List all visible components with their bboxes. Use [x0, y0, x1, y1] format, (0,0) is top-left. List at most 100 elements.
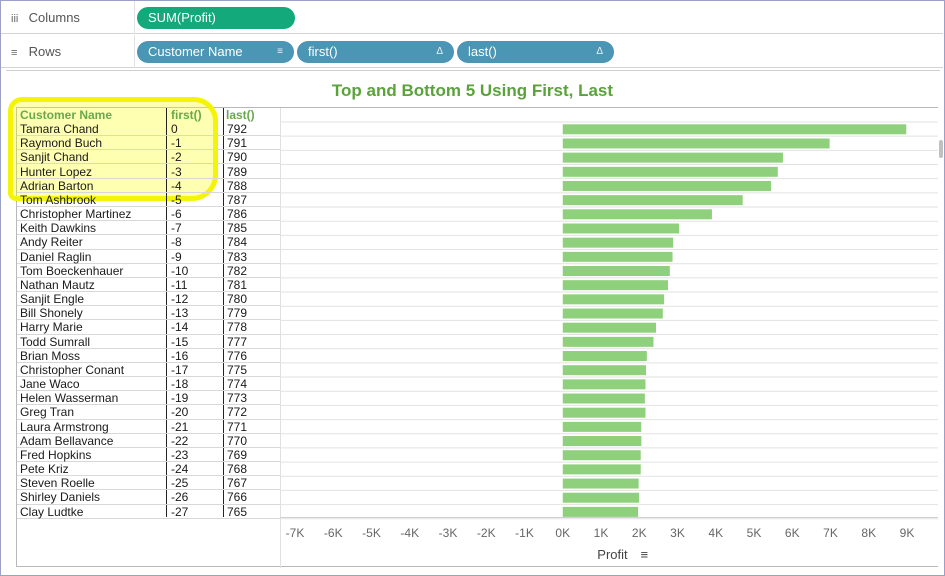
customer-name-cell: Sanjit Chand: [20, 150, 89, 165]
table-row[interactable]: Nathan Mautz -11 781: [17, 278, 280, 293]
last-pill[interactable]: last() Δ: [457, 41, 614, 63]
customer-name-cell: Helen Wasserman: [20, 391, 119, 406]
last-header[interactable]: last(): [226, 108, 255, 122]
sort-icon[interactable]: ≡: [640, 547, 648, 562]
bar[interactable]: [562, 124, 907, 135]
bar[interactable]: [562, 478, 639, 489]
table-row[interactable]: Clay Ludtke -27 765: [17, 505, 280, 519]
first-cell: -7: [171, 221, 182, 236]
table-row[interactable]: Christopher Martinez -6 786: [17, 207, 280, 222]
table-row[interactable]: Jane Waco -18 774: [17, 377, 280, 392]
customer-name-cell: Adam Bellavance: [20, 433, 114, 448]
table-row[interactable]: Raymond Buch -1 791: [17, 136, 280, 151]
last-cell: 792: [227, 122, 248, 136]
table-row[interactable]: Tom Ashbrook -5 787: [17, 193, 280, 207]
table-row[interactable]: Brian Moss -16 776: [17, 349, 280, 363]
last-cell: 769: [227, 447, 248, 462]
highlight-annotation: [8, 97, 218, 201]
x-axis-label[interactable]: Profit: [597, 547, 628, 562]
customer-name-header[interactable]: Customer Name: [20, 108, 113, 122]
bar[interactable]: [562, 393, 645, 404]
first-cell: -12: [171, 292, 189, 307]
customer-name-cell: Keith Dawkins: [20, 221, 97, 236]
bar[interactable]: [562, 464, 641, 475]
table-row[interactable]: Pete Kriz -24 768: [17, 462, 280, 477]
first-header[interactable]: first(): [171, 108, 202, 122]
last-cell: 775: [227, 362, 248, 377]
x-tick-label: 6K: [785, 526, 800, 540]
first-pill[interactable]: first() Δ: [297, 41, 454, 63]
x-tick-label: 1K: [594, 526, 609, 540]
table-row[interactable]: Christopher Conant -17 775: [17, 362, 280, 378]
vertical-scrollbar[interactable]: [939, 140, 943, 158]
bar[interactable]: [562, 251, 673, 262]
last-cell: 766: [227, 490, 248, 505]
table-row[interactable]: Tamara Chand 0 792: [17, 122, 280, 137]
bar[interactable]: [562, 138, 830, 149]
last-cell: 783: [227, 249, 248, 264]
table-row[interactable]: Adam Bellavance -22 770: [17, 434, 280, 448]
bar[interactable]: [562, 209, 712, 220]
table-row[interactable]: Sanjit Chand -2 790: [17, 150, 280, 165]
last-cell: 785: [227, 221, 248, 236]
customer-name-cell: Raymond Buch: [20, 136, 103, 151]
first-cell: -23: [171, 447, 189, 462]
bar[interactable]: [562, 450, 641, 461]
table-row[interactable]: Helen Wasserman -19 773: [17, 391, 280, 406]
bar[interactable]: [562, 379, 646, 390]
table-row[interactable]: Sanjit Engle -12 780: [17, 292, 280, 307]
chart-title: Top and Bottom 5 Using First, Last: [331, 81, 614, 100]
table-row[interactable]: Steven Roelle -25 767: [17, 476, 280, 491]
sum-profit-pill[interactable]: SUM(Profit): [137, 7, 295, 29]
bar[interactable]: [562, 166, 778, 177]
table-row[interactable]: Daniel Raglin -9 783: [17, 250, 280, 264]
table-row[interactable]: Shirley Daniels -26 766: [17, 490, 280, 505]
table-row[interactable]: Todd Sumrall -15 777: [17, 335, 280, 349]
table-row[interactable]: Andy Reiter -8 784: [17, 235, 280, 250]
bar[interactable]: [562, 351, 647, 362]
column-divider: [223, 108, 224, 517]
first-cell: -16: [171, 348, 189, 363]
bar[interactable]: [562, 407, 646, 418]
sheet-separator: [6, 70, 940, 71]
table-row[interactable]: Keith Dawkins -7 785: [17, 221, 280, 236]
first-cell: -27: [171, 504, 189, 519]
table-row[interactable]: Laura Armstrong -21 771: [17, 420, 280, 434]
x-tick-label: -3K: [439, 526, 458, 540]
bar[interactable]: [562, 266, 670, 276]
bar[interactable]: [562, 180, 772, 191]
table-row[interactable]: Bill Shonely -13 779: [17, 306, 280, 321]
x-tick-label: -5K: [362, 526, 381, 540]
bar[interactable]: [562, 365, 647, 376]
last-cell: 767: [227, 476, 248, 491]
bar[interactable]: [562, 280, 668, 291]
bar[interactable]: [562, 195, 743, 206]
table-row[interactable]: Tom Boeckenhauer -10 782: [17, 264, 280, 278]
table-row[interactable]: Fred Hopkins -23 769: [17, 447, 280, 463]
bar[interactable]: [562, 336, 654, 347]
bar[interactable]: [562, 237, 674, 248]
bar[interactable]: [562, 492, 640, 503]
bar[interactable]: [562, 421, 642, 432]
x-tick-label: -6K: [324, 526, 343, 540]
bar[interactable]: [562, 506, 639, 517]
table-row[interactable]: Harry Marie -14 778: [17, 320, 280, 335]
rows-shelf[interactable]: ≡ Rows Customer Name ≡ first() Δ last() …: [1, 35, 943, 68]
table-row[interactable]: Hunter Lopez -3 789: [17, 165, 280, 179]
bar[interactable]: [562, 436, 642, 447]
bar[interactable]: [562, 308, 663, 319]
table-row[interactable]: Adrian Barton -4 788: [17, 179, 280, 193]
first-cell: -26: [171, 490, 189, 505]
first-cell: -9: [171, 249, 182, 264]
customer-name-cell: Andy Reiter: [20, 235, 83, 250]
columns-shelf[interactable]: iii Columns SUM(Profit): [1, 1, 943, 34]
last-cell: 773: [227, 391, 248, 406]
bar[interactable]: [562, 294, 665, 305]
first-cell: -6: [171, 207, 182, 222]
x-tick-label: 0K: [555, 526, 570, 540]
customer-name-pill[interactable]: Customer Name ≡: [137, 41, 294, 63]
bar[interactable]: [562, 152, 783, 163]
bar[interactable]: [562, 223, 679, 234]
bar[interactable]: [562, 322, 657, 333]
table-row[interactable]: Greg Tran -20 772: [17, 405, 280, 420]
